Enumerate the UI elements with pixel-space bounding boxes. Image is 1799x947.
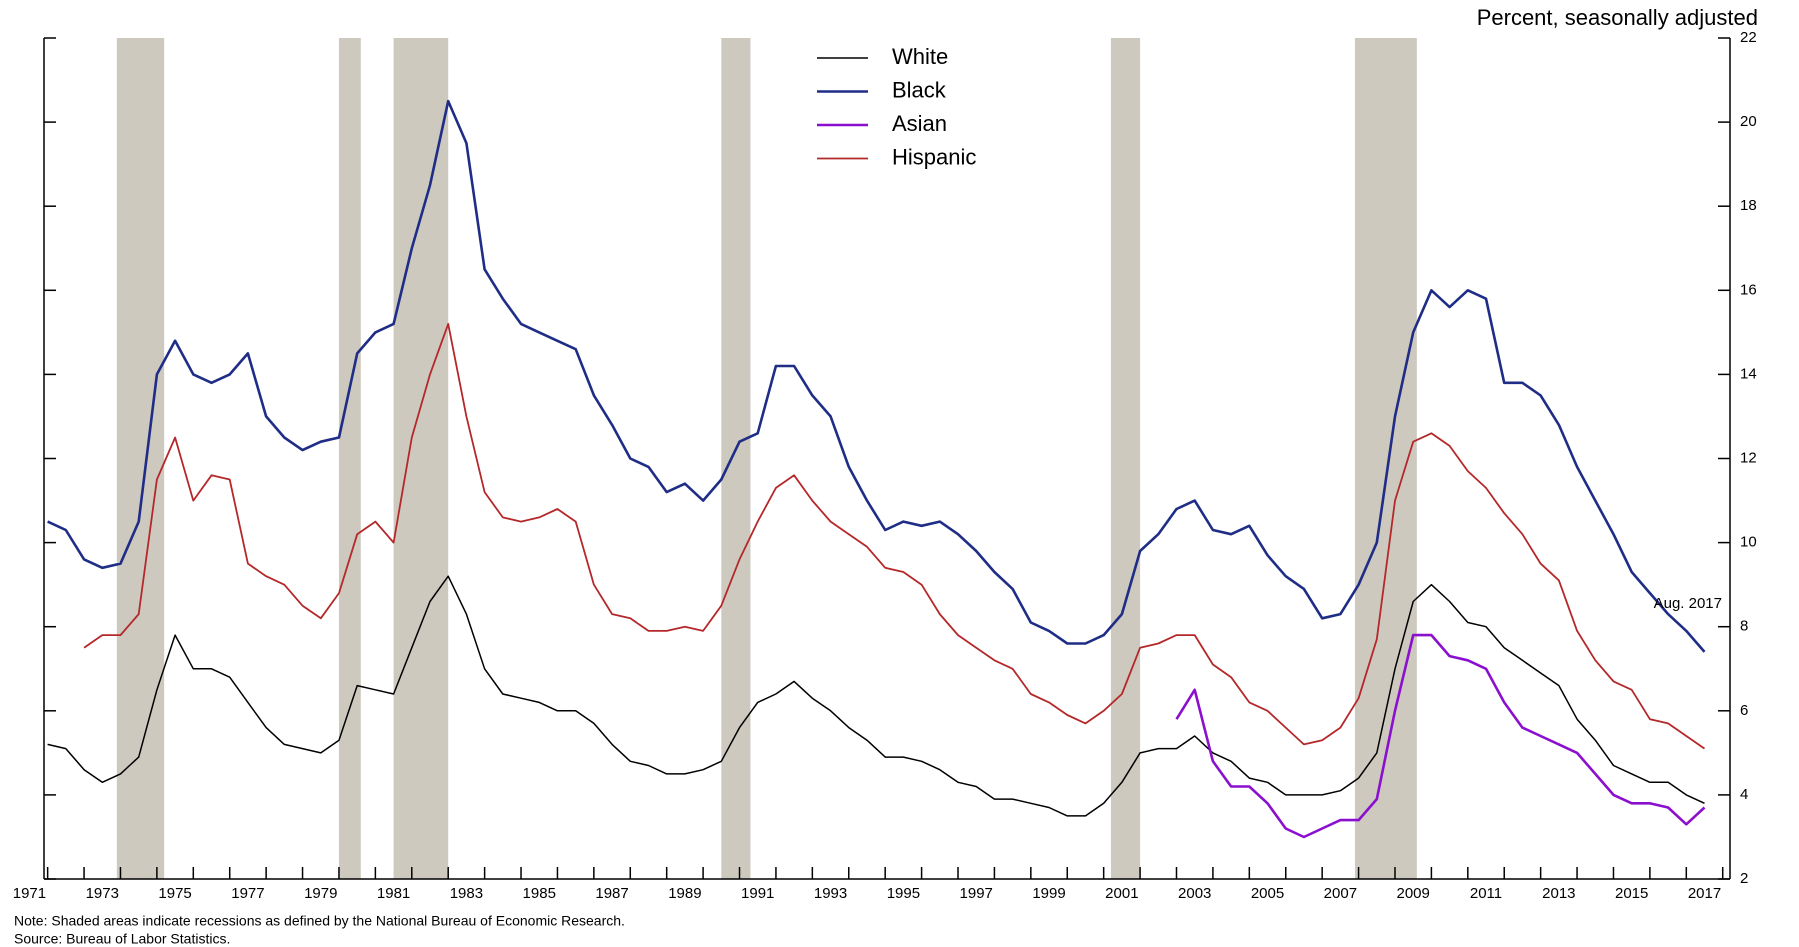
x-tick-label: 2011	[1470, 885, 1502, 902]
legend-label: Hispanic	[892, 144, 976, 169]
source: Source: Bureau of Labor Statistics.	[14, 931, 230, 947]
y-tick-label: 20	[1740, 113, 1757, 130]
note: Note: Shaded areas indicate recessions a…	[14, 913, 625, 929]
y-tick-label: 22	[1740, 29, 1757, 46]
x-tick-label: 2015	[1615, 885, 1648, 902]
recession-band	[338, 38, 361, 879]
recession-band	[393, 38, 449, 879]
y-tick-label: 14	[1740, 365, 1757, 382]
x-tick-label: 2007	[1324, 885, 1357, 902]
x-tick-label: 1971	[13, 885, 46, 902]
axis-title: Percent, seasonally adjusted	[1477, 5, 1758, 30]
x-tick-label: 2009	[1397, 885, 1430, 902]
x-tick-label: 1985	[523, 885, 556, 902]
y-tick-label: 16	[1740, 281, 1757, 298]
x-tick-label: 2013	[1542, 885, 1575, 902]
x-tick-label: 1989	[668, 885, 701, 902]
recession-band	[1110, 38, 1141, 879]
x-tick-label: 1973	[86, 885, 119, 902]
x-tick-label: 1991	[741, 885, 774, 902]
x-tick-label: 1997	[960, 885, 993, 902]
x-tick-label: 2003	[1178, 885, 1211, 902]
y-tick-label: 10	[1740, 534, 1757, 551]
x-tick-label: 1999	[1032, 885, 1065, 902]
series-line	[83, 323, 1706, 750]
x-tick-label: 1987	[595, 885, 628, 902]
x-tick-label: 1981	[377, 885, 410, 902]
legend-label: Asian	[892, 111, 947, 136]
recession-band	[116, 38, 165, 879]
x-tick-label: 1975	[158, 885, 191, 902]
y-tick-label: 4	[1740, 786, 1748, 803]
legend-label: Black	[892, 77, 947, 102]
y-tick-label: 12	[1740, 449, 1757, 466]
recession-band	[1354, 38, 1417, 879]
y-tick-label: 2	[1740, 870, 1748, 887]
x-tick-label: 2017	[1688, 885, 1721, 902]
y-tick-label: 18	[1740, 197, 1757, 214]
x-tick-label: 2001	[1105, 885, 1138, 902]
annotation: Aug. 2017	[1654, 595, 1722, 612]
x-tick-label: 1983	[450, 885, 483, 902]
x-tick-label: 1995	[887, 885, 920, 902]
series-line	[47, 575, 1705, 817]
series-line	[1175, 633, 1706, 839]
recession-band	[721, 38, 751, 879]
y-tick-label: 6	[1740, 702, 1748, 719]
legend-label: White	[892, 44, 948, 69]
y-tick-label: 8	[1740, 618, 1748, 635]
x-tick-label: 1993	[814, 885, 847, 902]
x-tick-label: 1979	[304, 885, 337, 902]
x-tick-label: 1977	[231, 885, 264, 902]
x-tick-label: 2005	[1251, 885, 1284, 902]
series-line	[47, 99, 1706, 653]
